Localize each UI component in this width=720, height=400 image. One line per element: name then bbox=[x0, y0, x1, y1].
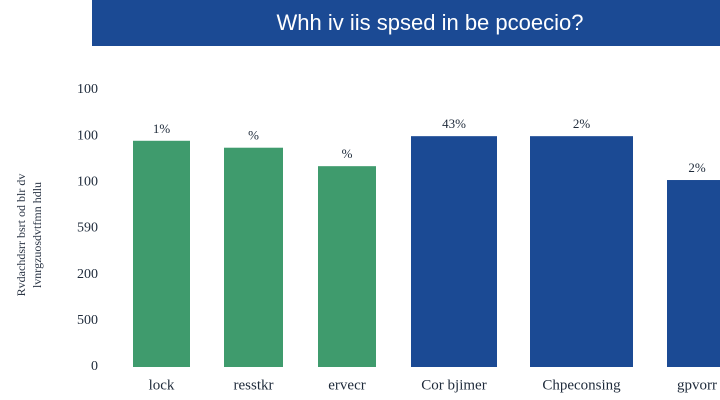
bar-annotation: % bbox=[248, 128, 259, 143]
x-tick-label: Chpeconsing bbox=[542, 377, 621, 393]
bar bbox=[133, 140, 190, 367]
bar-annotation: 1% bbox=[153, 121, 171, 136]
x-tick-label: ervecr bbox=[328, 377, 365, 393]
y-tick-label: 200 bbox=[77, 267, 98, 282]
x-tick-label: resstkr bbox=[234, 377, 274, 393]
bar bbox=[667, 180, 720, 367]
y-tick-label: 0 bbox=[91, 359, 98, 374]
bar bbox=[411, 136, 497, 367]
x-tick-label: gpvorr bbox=[677, 377, 717, 393]
bar bbox=[530, 136, 633, 367]
y-tick-label: 500 bbox=[77, 313, 98, 328]
y-tick-label: 100 bbox=[77, 128, 98, 143]
x-tick-label: lock bbox=[149, 377, 175, 393]
bar-annotation: 2% bbox=[688, 160, 706, 175]
bar-annotation: 2% bbox=[573, 116, 591, 131]
y-axis-title-line: lvnrgzuosdvtfmn hdlu bbox=[30, 182, 44, 288]
bar bbox=[224, 147, 283, 367]
y-axis-title-line: Rvdachdsrr bsrt od blr dv bbox=[14, 174, 28, 297]
y-tick-label: 100 bbox=[77, 175, 98, 190]
y-axis-title: Rvdachdsrr bsrt od blr dv lvnrgzuosdvtfm… bbox=[14, 174, 44, 297]
bar-annotation: 43% bbox=[442, 116, 466, 131]
bar-annotation: % bbox=[342, 146, 353, 161]
y-tick-label: 590 bbox=[77, 221, 98, 236]
y-tick-label: 100 bbox=[77, 82, 98, 97]
chart-title: Whh iv iis spsed in be pcoecio? bbox=[277, 10, 584, 35]
x-tick-label: Cor bjimer bbox=[421, 377, 486, 393]
bar bbox=[318, 166, 376, 367]
title-banner bbox=[92, 0, 720, 46]
